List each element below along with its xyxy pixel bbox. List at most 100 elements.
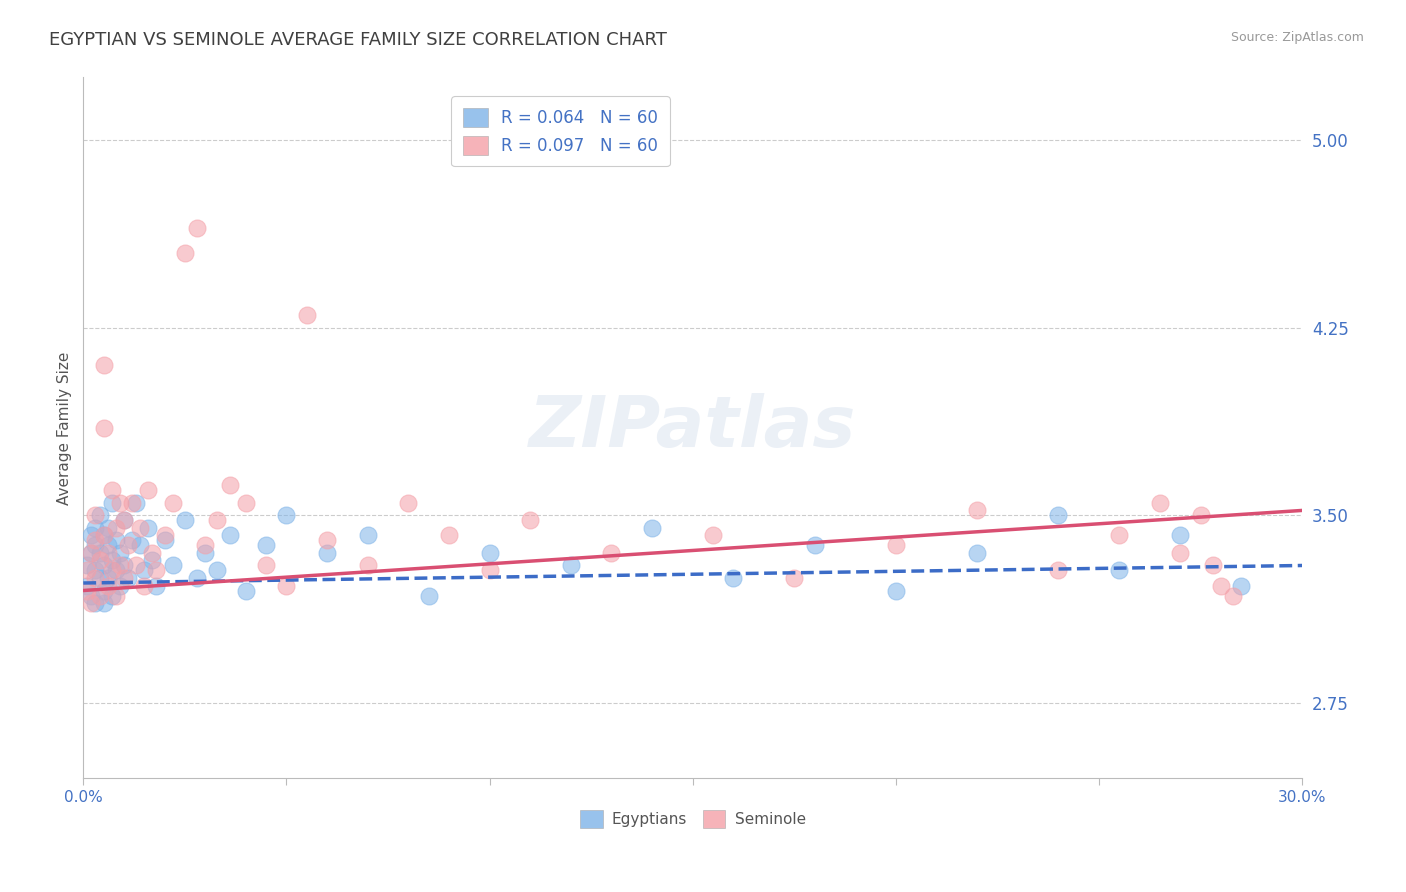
Point — [145, 578, 167, 592]
Point — [1230, 578, 1253, 592]
Point — [100, 483, 122, 498]
Point — [76, 578, 98, 592]
Point — [396, 496, 419, 510]
Point — [1108, 564, 1130, 578]
Point — [173, 513, 195, 527]
Point — [966, 503, 988, 517]
Point — [162, 496, 184, 510]
Point — [437, 528, 460, 542]
Point — [112, 558, 135, 573]
Point — [1209, 578, 1232, 592]
Y-axis label: Average Family Size: Average Family Size — [58, 351, 72, 505]
Point — [93, 596, 115, 610]
Point — [1202, 558, 1225, 573]
Point — [104, 533, 127, 548]
Point — [235, 583, 257, 598]
Point — [76, 564, 98, 578]
Point — [84, 564, 107, 578]
Point — [104, 521, 127, 535]
Text: Source: ZipAtlas.com: Source: ZipAtlas.com — [1230, 31, 1364, 45]
Point — [80, 596, 103, 610]
Point — [173, 245, 195, 260]
Point — [100, 564, 122, 578]
Point — [89, 508, 111, 523]
Point — [153, 528, 176, 542]
Point — [100, 589, 122, 603]
Point — [80, 528, 103, 542]
Point — [357, 528, 380, 542]
Point — [108, 496, 131, 510]
Point — [1149, 496, 1171, 510]
Point — [884, 583, 907, 598]
Point — [84, 539, 107, 553]
Point — [295, 308, 318, 322]
Point — [104, 589, 127, 603]
Point — [194, 546, 217, 560]
Point — [316, 533, 339, 548]
Point — [803, 539, 825, 553]
Point — [478, 564, 501, 578]
Point — [153, 533, 176, 548]
Point — [136, 521, 159, 535]
Point — [145, 564, 167, 578]
Point — [125, 496, 148, 510]
Point — [76, 558, 98, 573]
Point — [108, 546, 131, 560]
Point — [84, 533, 107, 548]
Point — [93, 528, 115, 542]
Point — [141, 553, 163, 567]
Point — [316, 546, 339, 560]
Point — [97, 521, 120, 535]
Point — [235, 496, 257, 510]
Point — [93, 358, 115, 372]
Point — [108, 578, 131, 592]
Point — [89, 571, 111, 585]
Point — [125, 558, 148, 573]
Point — [89, 546, 111, 560]
Point — [162, 558, 184, 573]
Point — [1222, 589, 1244, 603]
Point — [121, 496, 143, 510]
Point — [136, 483, 159, 498]
Point — [76, 583, 98, 598]
Point — [254, 558, 277, 573]
Point — [121, 533, 143, 548]
Point — [218, 528, 240, 542]
Point — [783, 571, 806, 585]
Point — [186, 220, 208, 235]
Point — [1047, 508, 1070, 523]
Point — [723, 571, 745, 585]
Point — [276, 578, 298, 592]
Point — [254, 539, 277, 553]
Point — [207, 513, 229, 527]
Point — [84, 596, 107, 610]
Point — [966, 546, 988, 560]
Point — [89, 553, 111, 567]
Point — [117, 539, 139, 553]
Point — [207, 564, 229, 578]
Point — [702, 528, 724, 542]
Point — [560, 558, 582, 573]
Text: EGYPTIAN VS SEMINOLE AVERAGE FAMILY SIZE CORRELATION CHART: EGYPTIAN VS SEMINOLE AVERAGE FAMILY SIZE… — [49, 31, 666, 49]
Point — [100, 496, 122, 510]
Point — [80, 546, 103, 560]
Point — [194, 539, 217, 553]
Point — [884, 539, 907, 553]
Point — [186, 571, 208, 585]
Point — [104, 564, 127, 578]
Point — [84, 571, 107, 585]
Point — [519, 513, 541, 527]
Point — [478, 546, 501, 560]
Point — [141, 546, 163, 560]
Point — [112, 513, 135, 527]
Legend: Egyptians, Seminole: Egyptians, Seminole — [574, 804, 811, 834]
Point — [112, 571, 135, 585]
Point — [129, 521, 152, 535]
Point — [93, 528, 115, 542]
Point — [357, 558, 380, 573]
Point — [129, 539, 152, 553]
Point — [80, 546, 103, 560]
Point — [1189, 508, 1212, 523]
Point — [134, 564, 156, 578]
Point — [93, 583, 115, 598]
